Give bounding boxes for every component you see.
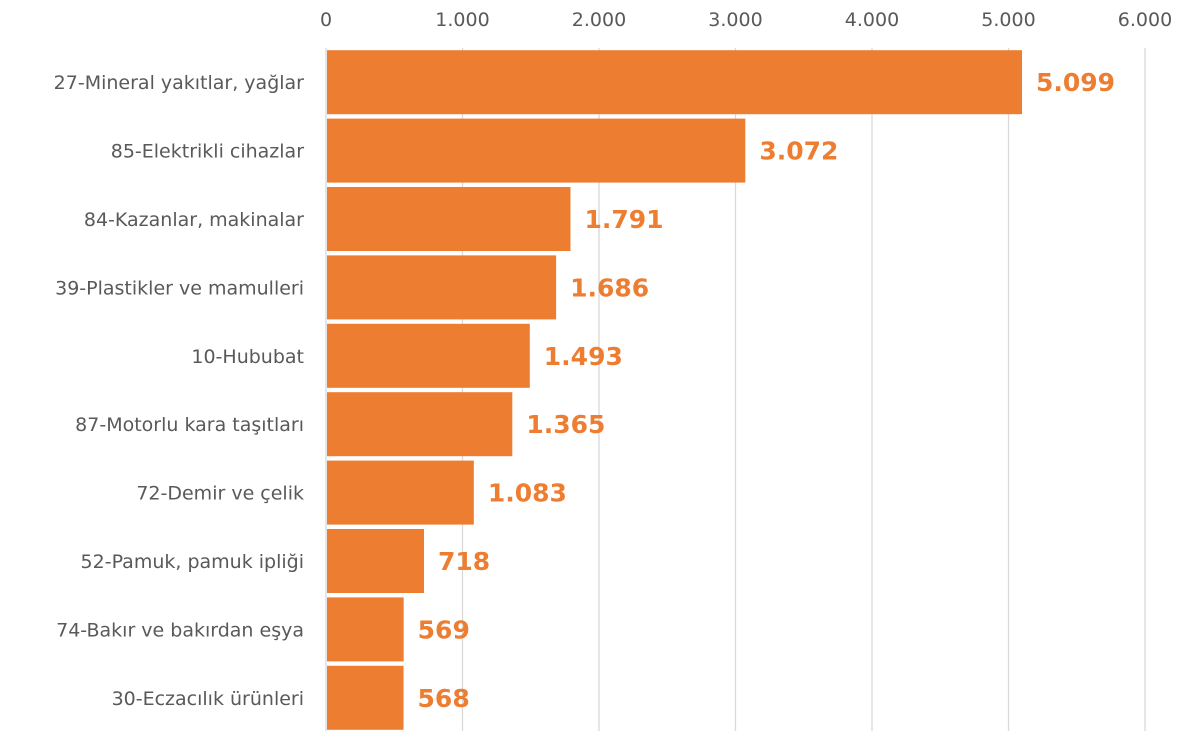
category-label: 84-Kazanlar, makinalar [84,209,304,231]
bar [327,255,557,320]
x-tick-label: 6.000 [1118,9,1172,31]
category-label: 85-Elektrikli cihazlar [111,141,304,163]
bar [327,665,404,730]
category-label: 10-Hububat [191,346,304,368]
category-label: 52-Pamuk, pamuk ipliği [81,551,304,573]
data-label: 1.791 [584,205,663,234]
x-axis-ticks: 0 1.000 2.000 3.000 4.000 5.000 6.000 [320,9,1172,31]
category-labels: 27-Mineral yakıtlar, yağlar 85-Elektrikli… [54,72,305,710]
data-label: 568 [418,684,470,713]
category-label: 87-Motorlu kara taşıtları [75,414,304,436]
data-label: 1.083 [488,479,567,508]
bar [327,187,571,251]
category-label: 74-Bakır ve bakırdan eşya [56,619,304,641]
data-label: 1.493 [544,342,623,371]
x-tick-label: 0 [320,9,332,31]
category-label: 72-Demir ve çelik [136,483,304,505]
x-tick-label: 3.000 [708,9,762,31]
category-label: 39-Plastikler ve mamulleri [55,277,304,299]
bars [327,50,1023,730]
bar [327,529,425,593]
x-tick-label: 4.000 [845,9,899,31]
x-tick-label: 2.000 [572,9,626,31]
category-label: 30-Eczacılık ürünleri [112,688,304,710]
bar [327,118,746,183]
bar [327,597,404,662]
data-label: 1.365 [526,410,605,439]
data-label: 569 [418,615,470,644]
x-tick-label: 1.000 [435,9,489,31]
bar [327,323,530,388]
data-label: 3.072 [759,137,838,166]
data-label: 5.099 [1036,68,1115,97]
bar [327,460,474,525]
bar [327,50,1023,115]
data-label: 1.686 [570,273,649,302]
category-label: 27-Mineral yakıtlar, yağlar [54,72,305,94]
bar [327,392,513,457]
data-label: 718 [438,547,490,576]
data-labels: 5.099 3.072 1.791 1.686 1.493 1.365 1.083 718 56… [418,68,1116,713]
x-tick-label: 5.000 [981,9,1035,31]
